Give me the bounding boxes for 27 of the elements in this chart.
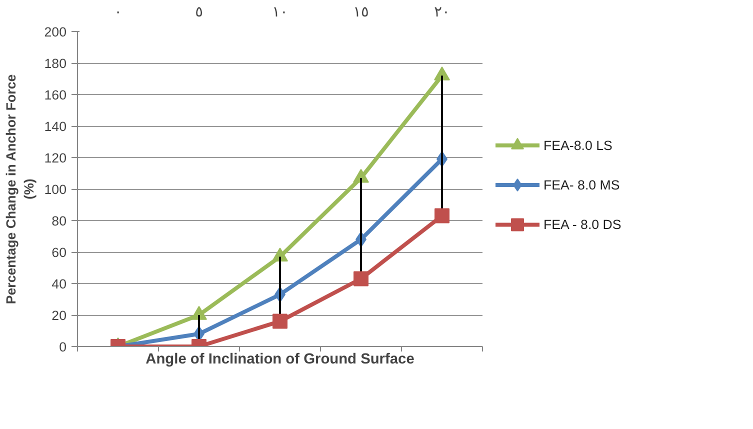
- x-axis-title: Angle of Inclination of Ground Surface: [146, 352, 414, 368]
- point: [434, 208, 450, 224]
- point: [434, 66, 450, 80]
- y-tick-label: 100: [44, 182, 67, 197]
- x-tick-label: ٢٠: [434, 4, 450, 20]
- y-tick-label: 140: [44, 119, 67, 134]
- x-tick-label: ٠: [114, 4, 122, 20]
- y-tick-label: 120: [44, 150, 67, 166]
- y-tick-label: 0: [59, 340, 67, 354]
- point: [272, 248, 288, 262]
- legend-label: FEA- 8.0 MS: [544, 178, 620, 193]
- legend-label: FEA - 8.0 DS: [544, 217, 622, 232]
- y-axis-title: Percentage Change in Anchor Force (%): [3, 74, 36, 304]
- legend-label: FEA-8.0 LS: [544, 138, 613, 153]
- y-tick-label: 200: [44, 24, 67, 40]
- y-tick-label: 160: [44, 88, 67, 102]
- point: [354, 271, 368, 286]
- y-tick-label: 60: [52, 245, 67, 260]
- x-tick-label: ١٠: [272, 4, 288, 20]
- point: [272, 314, 288, 329]
- y-tick-label: 80: [52, 214, 67, 228]
- y-tick-label: 40: [52, 276, 67, 292]
- x-tick-label: ١٥: [353, 4, 369, 20]
- y-tick-label: 180: [44, 56, 67, 71]
- x-tick-label: ٥: [195, 4, 203, 20]
- point: [353, 168, 369, 183]
- y-tick-label: 20: [52, 308, 67, 323]
